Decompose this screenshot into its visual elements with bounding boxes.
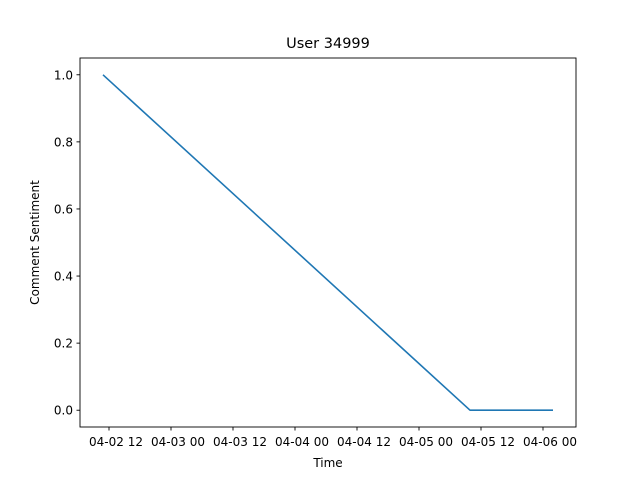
x-tick-label: 04-03 00	[151, 435, 205, 449]
x-axis-label: Time	[312, 456, 342, 470]
y-tick-label: 0.0	[54, 404, 73, 418]
x-tick-label: 04-05 12	[461, 435, 515, 449]
y-tick-label: 0.8	[54, 135, 73, 149]
x-tick-label: 04-04 00	[275, 435, 329, 449]
x-axis: 04-02 12 04-03 00 04-03 12 04-04 00 04-04 12…	[89, 427, 577, 449]
plot-frame	[79, 57, 577, 428]
y-axis-label: Comment Sentiment	[28, 180, 42, 305]
y-tick-label: 1.0	[54, 68, 73, 82]
x-tick-label: 04-05 00	[399, 435, 453, 449]
x-tick-label: 04-03 12	[213, 435, 267, 449]
y-axis: 0.0 0.2 0.4 0.6 0.8 1.0	[54, 68, 80, 418]
y-tick-label: 0.4	[54, 270, 73, 284]
x-tick-label: 04-06 00	[523, 435, 577, 449]
y-tick-label: 0.2	[54, 337, 73, 351]
series-line	[102, 74, 553, 412]
x-tick-label: 04-02 12	[89, 435, 143, 449]
series-layer	[102, 74, 553, 412]
y-tick-label: 0.6	[54, 202, 73, 216]
chart-title: User 34999	[286, 36, 370, 52]
x-tick-label: 04-04 12	[337, 435, 391, 449]
